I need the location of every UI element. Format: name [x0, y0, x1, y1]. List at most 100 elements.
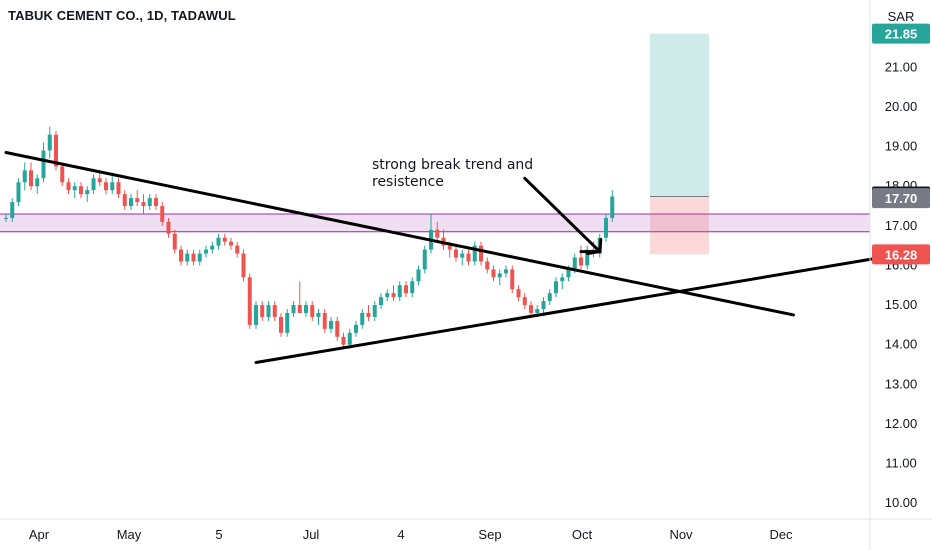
candle-down	[485, 261, 490, 270]
candle-up	[4, 217, 8, 219]
candle-up	[347, 332, 352, 345]
candle-up	[210, 245, 215, 250]
candle-up	[41, 150, 46, 179]
price-tick-label: 17.00	[885, 218, 918, 233]
candle-up	[416, 269, 421, 282]
candle-up	[204, 249, 208, 254]
symbol-title: TABUK CEMENT CO., 1D, TADAWUL	[8, 8, 236, 23]
time-tick-label: May	[117, 527, 142, 542]
time-tick-label: Oct	[572, 527, 593, 542]
long-position-layer[interactable]	[650, 33, 709, 255]
candle-up	[254, 305, 258, 325]
candle-down	[241, 253, 246, 278]
candle-up	[410, 281, 415, 294]
time-axis[interactable]: Apr May 5 Jul 4 Sep Oct Nov Dec	[29, 527, 793, 542]
candle-down	[141, 202, 146, 207]
candle-down	[272, 305, 277, 317]
candle-up	[372, 305, 377, 317]
candle-down	[154, 198, 158, 207]
candle-down	[54, 134, 58, 167]
currency-label[interactable]: SAR	[887, 9, 915, 24]
candle-up	[147, 198, 152, 207]
candle-up	[585, 249, 590, 266]
candle-down	[479, 245, 483, 262]
candle-up	[354, 324, 358, 333]
candle-up	[504, 269, 508, 274]
price-label-bg	[872, 23, 930, 44]
time-tick-label: Dec	[769, 527, 793, 542]
arrow-shaft[interactable]	[523, 176, 602, 254]
candle-down	[60, 166, 65, 183]
candle-up	[566, 269, 571, 278]
candle-up	[422, 249, 427, 270]
candle-up	[397, 285, 402, 298]
candle-down	[522, 297, 527, 306]
candle-down	[466, 253, 471, 262]
descending-trendline[interactable]	[4, 151, 795, 317]
candle-up	[547, 293, 552, 302]
candle-down	[79, 186, 83, 195]
price-label-bg	[872, 188, 930, 209]
candle-down	[335, 320, 340, 337]
candle-down	[454, 249, 458, 258]
time-tick-label: Jul	[303, 527, 320, 542]
annotation-text-line2[interactable]: resistence	[372, 174, 444, 190]
candle-up	[72, 186, 77, 191]
price-tick-label: 15.00	[885, 297, 918, 312]
stop-zone[interactable]	[650, 196, 709, 255]
price-tick-label: 14.00	[885, 337, 918, 352]
price-label-bg	[872, 244, 930, 265]
candle-down	[435, 229, 440, 238]
resistance-band	[0, 213, 870, 232]
candle-up	[266, 305, 271, 317]
candle-down	[529, 305, 533, 313]
candle-up	[472, 245, 477, 262]
arrow-head	[586, 238, 603, 256]
candle-down	[29, 170, 33, 187]
price-label-text: 21.85	[885, 27, 918, 42]
candle-down	[191, 253, 196, 262]
candle-up	[35, 178, 40, 187]
candle-up	[554, 281, 558, 294]
candle-up	[497, 273, 502, 278]
candle-down	[260, 305, 265, 317]
candle-up	[216, 237, 221, 246]
candle-down	[322, 312, 327, 329]
candle-down	[404, 285, 408, 294]
candle-up	[85, 190, 90, 195]
candle-down	[341, 336, 346, 345]
candle-down	[510, 269, 515, 290]
candle-down	[235, 245, 240, 254]
ascending-trendline[interactable]	[254, 256, 883, 365]
time-tick-label: Sep	[478, 527, 501, 542]
price-tick-label: 10.00	[885, 495, 918, 510]
candle-up	[285, 312, 290, 333]
candle-down	[391, 293, 396, 298]
price-label-text: 17.70	[885, 191, 918, 206]
candle-up	[460, 253, 465, 258]
candle-down	[516, 289, 521, 298]
candle-down	[172, 233, 177, 250]
candle-down	[279, 316, 283, 333]
annotation-text-line1[interactable]: strong break trend and	[372, 157, 534, 173]
target-zone[interactable]	[650, 33, 709, 197]
price-tick-label: 13.00	[885, 376, 918, 391]
candle-down	[116, 182, 121, 195]
price-axis[interactable]: 10.0011.0012.0013.0014.0015.0016.0017.00…	[885, 59, 918, 510]
candle-up	[91, 178, 96, 191]
candle-up	[129, 198, 133, 207]
candle-up	[379, 297, 383, 306]
drawings-layer[interactable]	[4, 151, 883, 365]
candle-up	[110, 182, 115, 191]
time-tick-label: Apr	[29, 527, 50, 542]
candle-down	[179, 249, 183, 262]
time-tick-label: Nov	[669, 527, 693, 542]
candle-down	[579, 257, 583, 266]
candle-down	[66, 182, 71, 191]
resistance-band-layer	[0, 213, 870, 233]
candle-up	[329, 320, 333, 329]
candle-down	[366, 312, 371, 317]
